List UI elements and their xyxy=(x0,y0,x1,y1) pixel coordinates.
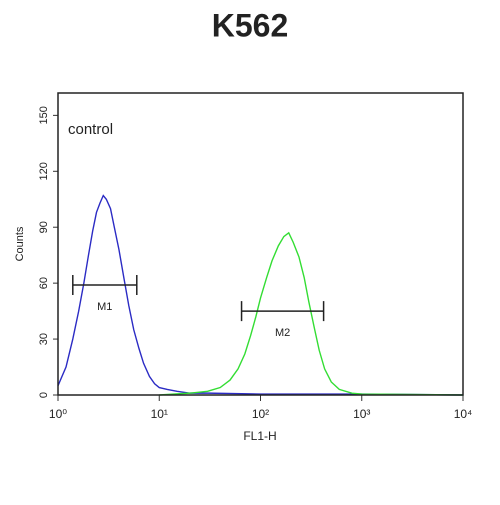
y-tick-label: 90 xyxy=(38,221,50,233)
y-axis-label: Counts xyxy=(14,226,26,261)
x-axis-label: FL1-H xyxy=(243,429,276,443)
y-tick-label: 0 xyxy=(38,392,50,398)
x-tick-label: 10¹ xyxy=(151,407,168,421)
y-tick-label: 60 xyxy=(38,277,50,289)
x-tick-label: 10² xyxy=(252,407,269,421)
histogram-line xyxy=(57,194,464,396)
plot-frame xyxy=(57,92,464,396)
x-tick-label: 10³ xyxy=(353,407,370,421)
x-tick-label: 10⁰ xyxy=(49,407,67,421)
y-tick-label: 30 xyxy=(38,333,50,345)
gate-label: M2 xyxy=(275,327,290,339)
chart-title: K562 xyxy=(212,7,289,43)
gate-label: M1 xyxy=(97,301,112,313)
annotation: control xyxy=(68,121,113,138)
histogram-line xyxy=(159,231,464,396)
y-tick-label: 120 xyxy=(38,162,50,180)
x-tick-label: 10⁴ xyxy=(454,407,473,421)
y-tick-label: 150 xyxy=(38,106,50,124)
